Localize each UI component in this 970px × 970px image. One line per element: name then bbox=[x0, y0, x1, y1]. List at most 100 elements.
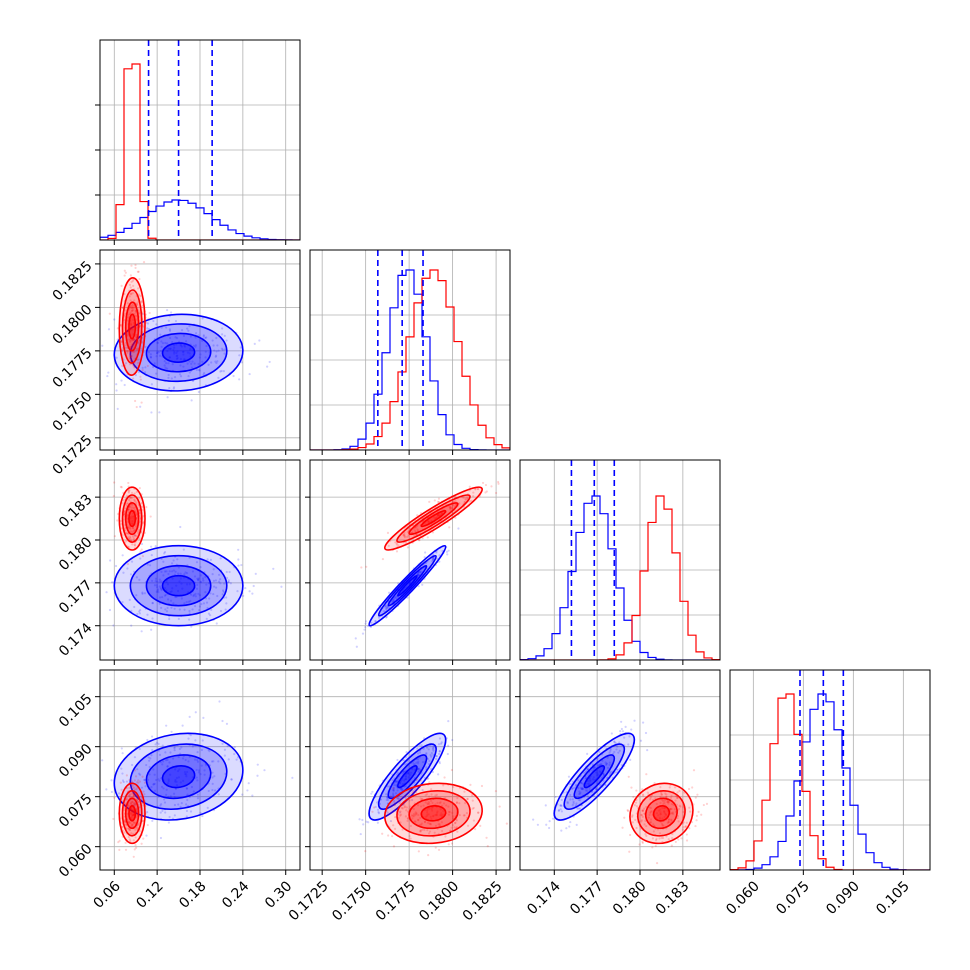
panel-2-1 bbox=[305, 459, 511, 665]
scatter-point bbox=[123, 274, 126, 277]
scatter-point bbox=[462, 496, 465, 499]
scatter-point bbox=[195, 768, 198, 772]
scatter-point bbox=[196, 751, 199, 754]
scatter-point bbox=[180, 329, 184, 332]
scatter-point bbox=[393, 827, 397, 831]
scatter-point bbox=[110, 790, 113, 794]
scatter-point bbox=[634, 801, 638, 804]
scatter-point bbox=[172, 386, 176, 389]
scatter-point bbox=[163, 364, 166, 367]
scatter-point bbox=[677, 807, 681, 811]
scatter-point bbox=[404, 797, 407, 800]
scatter-point bbox=[423, 776, 426, 779]
scatter-point bbox=[132, 794, 136, 797]
scatter-point bbox=[432, 745, 435, 748]
scatter-point bbox=[178, 747, 181, 751]
scatter-point bbox=[197, 368, 201, 371]
scatter-point bbox=[385, 607, 389, 610]
scatter-point bbox=[474, 828, 477, 831]
scatter-point bbox=[470, 794, 474, 797]
scatter-point bbox=[641, 788, 644, 791]
scatter-point bbox=[124, 362, 128, 365]
scatter-point bbox=[163, 586, 166, 590]
scatter-point bbox=[224, 608, 227, 611]
scatter-point bbox=[659, 786, 662, 789]
scatter-point bbox=[367, 821, 370, 824]
scatter-point bbox=[111, 581, 114, 584]
scatter-point bbox=[188, 612, 191, 615]
scatter-point bbox=[179, 781, 182, 784]
scatter-point bbox=[123, 819, 126, 822]
scatter-point bbox=[129, 496, 132, 500]
scatter-point bbox=[127, 827, 130, 830]
hist-series-1 bbox=[100, 63, 300, 240]
scatter-point bbox=[154, 577, 158, 580]
scatter-point bbox=[164, 366, 167, 369]
scatter-point bbox=[438, 554, 441, 557]
scatter-point bbox=[132, 795, 135, 798]
scatter-point bbox=[194, 592, 197, 595]
scatter-point bbox=[241, 793, 244, 796]
scatter-point bbox=[172, 792, 176, 795]
scatter-point bbox=[418, 539, 421, 542]
scatter-point bbox=[450, 507, 453, 510]
scatter-point bbox=[665, 795, 668, 799]
scatter-point bbox=[121, 601, 124, 604]
scatter-point bbox=[128, 822, 131, 825]
scatter-point bbox=[364, 849, 367, 853]
scatter-point bbox=[181, 350, 185, 354]
scatter-point bbox=[138, 277, 141, 281]
scatter-point bbox=[640, 814, 643, 817]
scatter-point bbox=[169, 599, 173, 602]
scatter-point bbox=[214, 579, 218, 582]
scatter-point bbox=[130, 522, 133, 525]
scatter-point bbox=[598, 764, 601, 767]
scatter-point bbox=[667, 820, 670, 823]
scatter-point bbox=[435, 757, 438, 761]
scatter-point bbox=[430, 807, 433, 810]
scatter-point bbox=[668, 818, 671, 821]
scatter-point bbox=[617, 751, 620, 754]
scatter-point bbox=[199, 773, 202, 776]
scatter-point bbox=[359, 832, 362, 836]
scatter-point bbox=[175, 780, 178, 783]
scatter-point bbox=[237, 548, 240, 551]
scatter-point bbox=[131, 800, 134, 804]
scatter-point bbox=[171, 587, 174, 590]
scatter-point bbox=[438, 513, 441, 516]
scatter-point bbox=[128, 526, 132, 529]
x-tick-label: 0.090 bbox=[823, 878, 863, 918]
scatter-point bbox=[199, 353, 202, 356]
scatter-point bbox=[387, 798, 390, 802]
scatter-point bbox=[416, 804, 420, 807]
scatter-point bbox=[406, 819, 409, 823]
scatter-point bbox=[670, 818, 673, 821]
scatter-point bbox=[127, 490, 130, 493]
scatter-point bbox=[174, 570, 177, 573]
scatter-point bbox=[223, 754, 226, 757]
scatter-point bbox=[664, 813, 667, 816]
scatter-point bbox=[228, 570, 231, 574]
scatter-point bbox=[181, 724, 184, 727]
scatter-point bbox=[401, 807, 404, 810]
scatter-point bbox=[176, 770, 180, 773]
scatter-point bbox=[136, 798, 139, 802]
scatter-point bbox=[426, 536, 429, 539]
scatter-point bbox=[425, 746, 429, 749]
scatter-point bbox=[417, 850, 420, 853]
scatter-point bbox=[131, 823, 134, 826]
scatter-point bbox=[207, 789, 210, 793]
scatter-point bbox=[130, 293, 133, 296]
scatter-point bbox=[206, 806, 209, 809]
scatter-point bbox=[631, 814, 634, 817]
scatter-point bbox=[160, 570, 163, 574]
scatter-point bbox=[122, 499, 125, 502]
scatter-point bbox=[168, 815, 171, 819]
scatter-point bbox=[575, 783, 578, 786]
scatter-point bbox=[190, 593, 193, 596]
scatter-point bbox=[197, 771, 200, 774]
scatter-point bbox=[138, 512, 142, 515]
scatter-point bbox=[135, 797, 138, 800]
scatter-point bbox=[415, 778, 418, 781]
scatter-point bbox=[131, 543, 134, 546]
